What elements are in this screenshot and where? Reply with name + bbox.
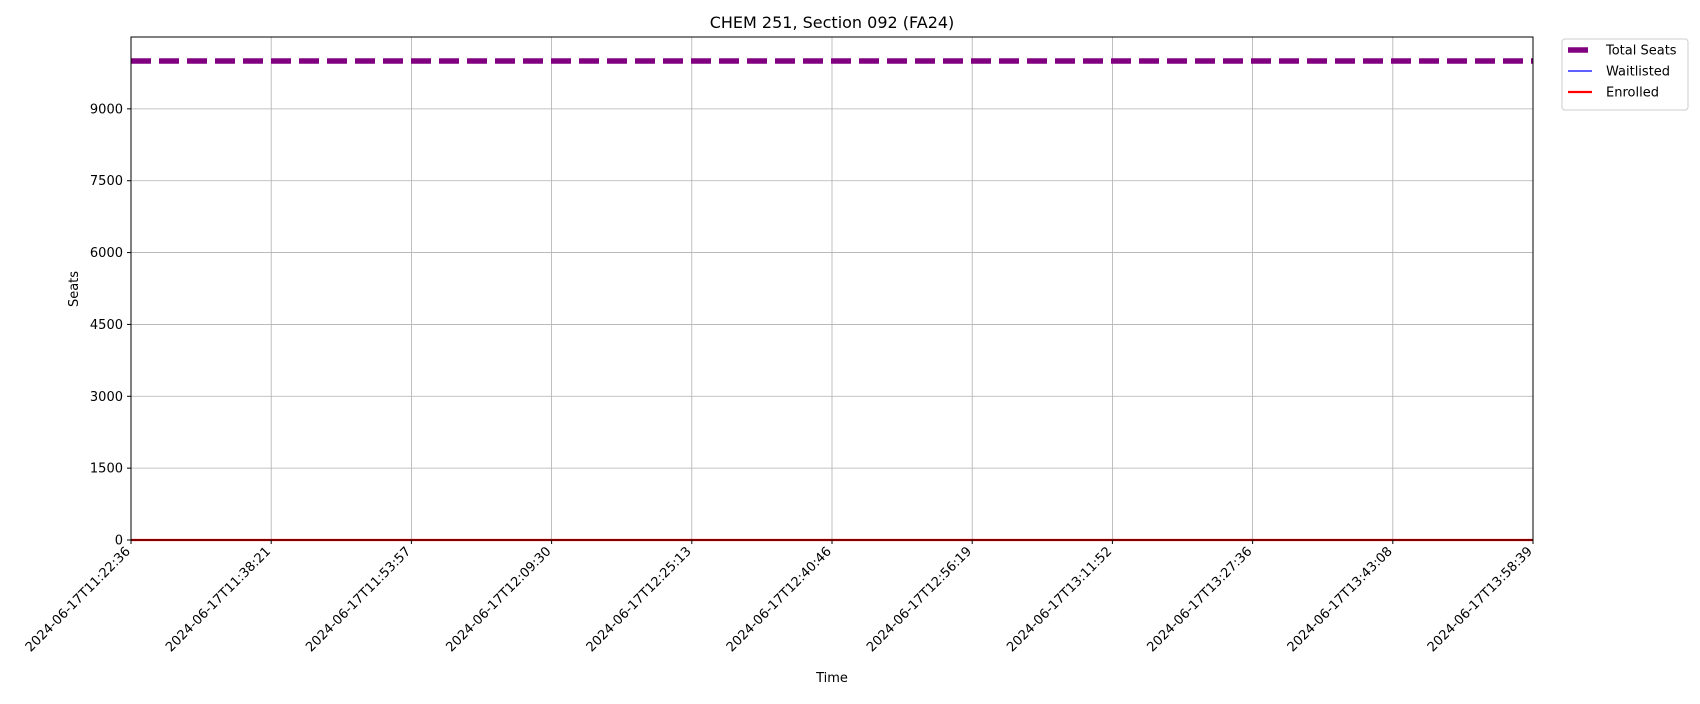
- grid: [130, 37, 1534, 541]
- x-tick-label: 2024-06-17T12:56:19: [864, 544, 975, 655]
- legend-label: Total Seats: [1605, 44, 1677, 59]
- x-tick-label: 2024-06-17T13:27:36: [1144, 544, 1255, 655]
- y-tick-label: 1500: [90, 462, 123, 477]
- legend-label: Waitlisted: [1606, 65, 1670, 80]
- x-tick-label: 2024-06-17T12:40:46: [724, 544, 835, 655]
- chart-title: CHEM 251, Section 092 (FA24): [710, 13, 955, 32]
- x-axis: 2024-06-17T11:22:36 2024-06-17T11:38:21 20…: [23, 540, 1536, 655]
- legend: Total Seats Waitlisted Enrolled: [1561, 38, 1689, 111]
- legend-label: Enrolled: [1606, 86, 1659, 101]
- x-tick-label: 2024-06-17T12:25:13: [584, 544, 695, 655]
- y-tick-label: 9000: [90, 102, 123, 117]
- y-axis-label: Seats: [67, 271, 82, 307]
- y-tick-label: 3000: [90, 390, 123, 405]
- x-tick-label: 2024-06-17T11:53:57: [303, 544, 414, 655]
- y-tick-label: 7500: [90, 174, 123, 189]
- x-tick-label: 2024-06-17T11:38:21: [163, 544, 274, 655]
- x-tick-label: 2024-06-17T11:22:36: [23, 544, 134, 655]
- y-axis: 0 1500 3000 4500 6000 7500 9000: [90, 102, 131, 549]
- x-tick-label: 2024-06-17T13:11:52: [1004, 544, 1115, 655]
- x-tick-label: 2024-06-17T12:09:30: [443, 544, 554, 655]
- x-tick-label: 2024-06-17T13:43:08: [1285, 544, 1396, 655]
- y-tick-label: 6000: [90, 246, 123, 261]
- y-tick-label: 4500: [90, 318, 123, 333]
- legend-box: [1561, 38, 1689, 111]
- x-axis-label: Time: [815, 671, 848, 686]
- x-tick-label: 2024-06-17T13:58:39: [1425, 544, 1536, 655]
- y-tick-label: 0: [115, 534, 123, 549]
